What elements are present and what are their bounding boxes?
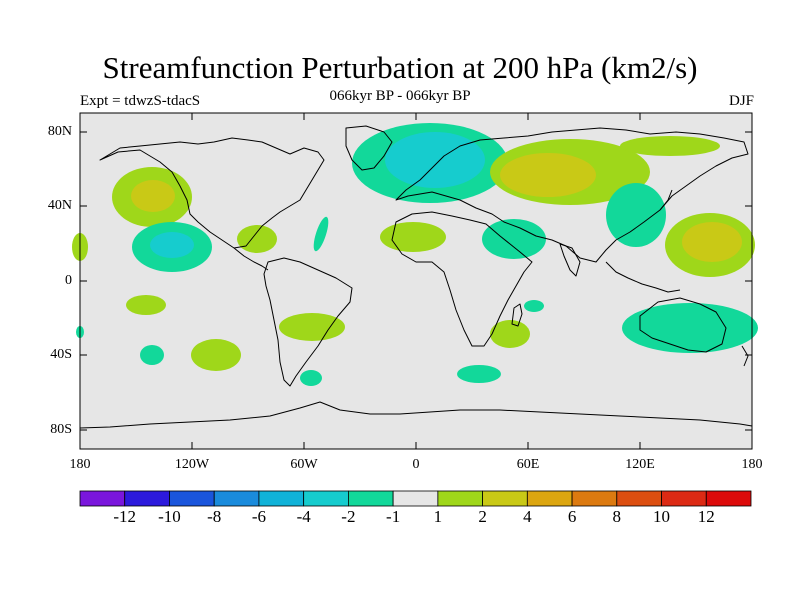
colorbar-label: -6: [251, 507, 266, 526]
colorbar-label: 4: [523, 507, 532, 526]
india-coastline: [559, 243, 581, 277]
madagascar-coastline: [511, 303, 523, 327]
colorbar-swatch: [437, 490, 483, 507]
colorbar-swatch: [347, 490, 394, 507]
axis-ticks: [80, 113, 752, 449]
contour-fill: [126, 295, 166, 315]
contour-fill: [191, 339, 241, 371]
eurasia-coastline: [395, 127, 749, 263]
contour-fill: [606, 183, 666, 247]
colorbar-swatch: [616, 490, 662, 507]
colorbar-label: 10: [653, 507, 671, 526]
contour-fill: [150, 232, 194, 258]
contour-fill: [380, 222, 446, 252]
colorbar-swatch: [705, 490, 752, 507]
africa-coastline: [391, 211, 533, 347]
greenland-coastline: [345, 125, 393, 171]
contour-fill: [279, 313, 345, 341]
colorbar-swatch: [392, 490, 439, 507]
colorbar-label: 1: [433, 507, 443, 526]
contour-fill: [682, 222, 742, 262]
colorbar-label: -10: [158, 507, 181, 526]
lat-label-40s: 40S: [50, 347, 72, 362]
lon-label-60e: 60E: [516, 457, 540, 472]
colorbar-swatch: [482, 490, 528, 507]
contour-fill: [385, 132, 485, 188]
lon-label-60w: 60W: [290, 457, 318, 472]
new-zealand-coastline: [741, 345, 749, 367]
australia-coastline: [639, 297, 727, 353]
contour-fill: [313, 216, 329, 252]
contour-fill: [482, 219, 546, 259]
central-america-coastline: [233, 247, 269, 271]
lon-label-180w: 180: [69, 457, 91, 472]
contour-fill: [490, 320, 530, 348]
lat-label-80s: 80S: [50, 422, 72, 437]
lat-label-0: 0: [65, 273, 72, 288]
colorbar-label: 2: [478, 507, 487, 526]
experiment-label: Expt = tdwzS-tdacS: [80, 93, 201, 109]
colorbar-label: -4: [296, 507, 311, 526]
colorbar-swatch: [571, 490, 618, 507]
contour-fill: [622, 303, 758, 353]
contour-fill: [300, 370, 322, 386]
contour-fill: [524, 300, 544, 312]
contour-fill: [140, 345, 164, 365]
season-label: DJF: [728, 93, 754, 109]
coastlines: [79, 125, 753, 429]
colorbar-swatch: [79, 490, 126, 507]
south-america-coastline: [263, 257, 353, 387]
colorbar-label: 12: [697, 507, 715, 526]
map-subtitle: 066kyr BP - 066kyr BP: [329, 88, 471, 104]
contour-fill: [131, 180, 175, 212]
colorbar-label: 8: [612, 507, 622, 526]
colorbar-swatch: [124, 490, 170, 507]
lon-label-120w: 120W: [174, 457, 210, 472]
colorbar-label: -1: [386, 507, 401, 526]
colorbar-swatch: [526, 490, 573, 507]
north-america-coastline: [99, 137, 325, 249]
lon-label-120e: 120E: [625, 457, 655, 472]
lat-label-40n: 40N: [47, 198, 72, 213]
contour-fill: [620, 136, 720, 156]
colorbar: [79, 490, 752, 507]
lon-label-180e: 180: [741, 457, 763, 472]
lon-label-0: 0: [412, 457, 420, 472]
colorbar-swatch: [213, 490, 260, 507]
colorbar-swatch: [169, 490, 215, 507]
lat-label-80n: 80N: [47, 124, 72, 139]
contour-fill: [500, 153, 596, 197]
colorbar-label: -8: [207, 507, 222, 526]
colorbar-label: -2: [341, 507, 356, 526]
colorbar-swatch: [303, 490, 349, 507]
japan-coastline: [659, 189, 673, 211]
colorbar-label: 6: [567, 507, 577, 526]
contour-fill: [457, 365, 501, 383]
map-title: Streamfunction Perturbation at 200 hPa (…: [102, 50, 698, 85]
colorbar-label: -12: [113, 507, 137, 526]
contour-fill: [237, 225, 277, 253]
colorbar-swatch: [258, 490, 305, 507]
antarctica-coastline: [79, 401, 753, 429]
indonesia-coastline: [605, 261, 681, 293]
colorbar-swatch: [661, 490, 707, 507]
